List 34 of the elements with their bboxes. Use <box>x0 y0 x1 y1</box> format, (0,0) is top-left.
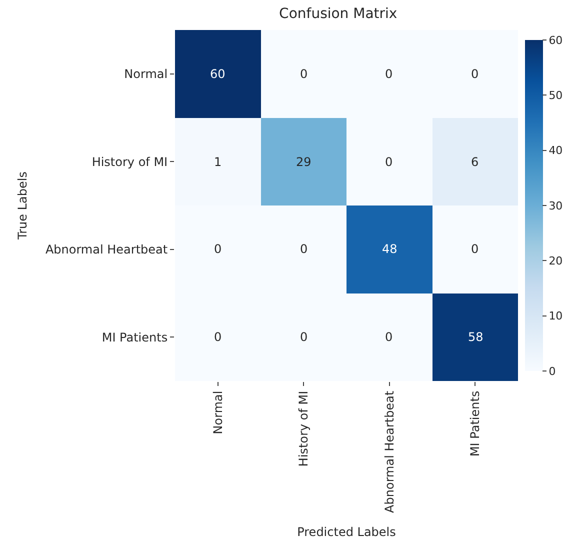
data-label: 0 <box>385 155 393 169</box>
color-bar-label: 0 <box>548 364 556 378</box>
data-label: 0 <box>300 242 308 256</box>
color-bar-label: 60 <box>548 34 563 47</box>
y-tick-label: Abnormal Heartbeat <box>45 242 168 257</box>
data-label: 1 <box>214 155 222 169</box>
y-tick-label: MI Patients <box>102 330 168 344</box>
x-tick-label: MI Patients <box>468 390 482 457</box>
data-label: 0 <box>471 67 479 81</box>
color-bar-label: 30 <box>548 199 563 212</box>
x-tick-label: History of MI <box>296 390 311 467</box>
data-label: 0 <box>385 330 393 344</box>
x-axis-title: Predicted Labels <box>297 524 396 539</box>
data-label: 0 <box>300 330 308 344</box>
data-label: 0 <box>471 242 479 256</box>
data-label: 6 <box>471 155 479 169</box>
data-label: 60 <box>210 67 226 81</box>
y-tick-label: Normal <box>124 67 168 82</box>
x-tick-label: Normal <box>210 390 225 434</box>
data-label: 0 <box>214 330 222 344</box>
x-tick-label: Abnormal Heartbeat <box>382 390 396 513</box>
y-tick-label: History of MI <box>92 154 168 169</box>
color-bar-label: 50 <box>548 89 563 102</box>
data-label: 58 <box>468 330 484 344</box>
data-label: 48 <box>382 242 398 256</box>
color-bar-label: 20 <box>548 254 563 268</box>
y-axis-title: True Labels <box>16 172 30 240</box>
data-label: 0 <box>214 242 222 256</box>
color-bar-label: 10 <box>548 310 563 323</box>
data-label: 0 <box>385 67 393 81</box>
data-label: 0 <box>300 67 308 81</box>
data-label: 29 <box>296 155 312 169</box>
color-bar-label: 40 <box>548 144 563 158</box>
chart-title: Confusion Matrix <box>279 6 398 22</box>
